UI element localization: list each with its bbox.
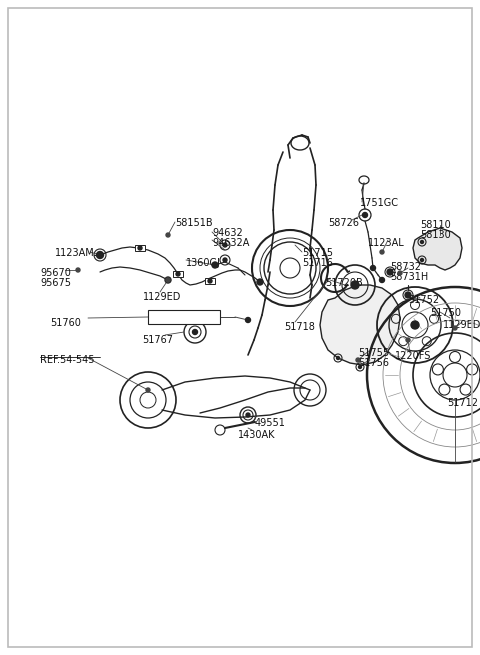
Text: 1360GJ: 1360GJ xyxy=(186,258,221,268)
Circle shape xyxy=(380,278,384,282)
Text: 1430AK: 1430AK xyxy=(238,430,276,440)
Circle shape xyxy=(146,388,150,392)
Circle shape xyxy=(245,318,251,322)
Polygon shape xyxy=(320,285,400,365)
Circle shape xyxy=(362,212,368,217)
Circle shape xyxy=(405,292,411,298)
Text: 51767: 51767 xyxy=(142,335,173,345)
Text: 51712: 51712 xyxy=(447,398,478,408)
Circle shape xyxy=(398,271,402,275)
Text: 51756: 51756 xyxy=(358,358,389,368)
Text: 1123SH: 1123SH xyxy=(152,316,190,326)
Circle shape xyxy=(420,259,423,261)
Circle shape xyxy=(356,358,360,362)
Text: 1129ED: 1129ED xyxy=(143,292,181,302)
Circle shape xyxy=(166,278,170,282)
Text: 51720B: 51720B xyxy=(325,278,363,288)
Circle shape xyxy=(166,233,170,237)
Circle shape xyxy=(223,243,227,247)
Circle shape xyxy=(371,265,375,271)
Circle shape xyxy=(246,413,250,417)
Text: 58732: 58732 xyxy=(390,262,421,272)
Circle shape xyxy=(176,272,180,276)
Circle shape xyxy=(257,279,263,285)
Polygon shape xyxy=(413,228,462,270)
Text: 1129ED: 1129ED xyxy=(443,320,480,330)
Circle shape xyxy=(411,321,419,329)
Text: 58151B: 58151B xyxy=(175,218,213,228)
Text: 51750: 51750 xyxy=(430,308,461,318)
Circle shape xyxy=(453,326,457,330)
FancyBboxPatch shape xyxy=(135,245,145,251)
Text: 58731H: 58731H xyxy=(390,272,428,282)
Text: 58110: 58110 xyxy=(420,220,451,230)
Text: 94632: 94632 xyxy=(212,228,243,238)
Circle shape xyxy=(359,365,361,369)
FancyBboxPatch shape xyxy=(148,310,220,324)
Text: 58130: 58130 xyxy=(420,230,451,240)
Text: 1123AM: 1123AM xyxy=(55,248,95,258)
Text: 49551: 49551 xyxy=(255,418,286,428)
FancyBboxPatch shape xyxy=(205,278,215,284)
Circle shape xyxy=(138,246,142,250)
Circle shape xyxy=(387,269,393,275)
Text: 94632A: 94632A xyxy=(212,238,250,248)
Text: 58726: 58726 xyxy=(328,218,359,228)
Text: 51715: 51715 xyxy=(302,248,333,258)
Circle shape xyxy=(420,240,423,244)
Circle shape xyxy=(96,252,104,259)
Circle shape xyxy=(336,356,339,360)
Circle shape xyxy=(212,262,218,268)
Circle shape xyxy=(351,281,359,289)
Text: 51716: 51716 xyxy=(302,258,333,268)
Circle shape xyxy=(208,279,212,283)
Text: 1220FS: 1220FS xyxy=(395,351,432,361)
Text: 1123AL: 1123AL xyxy=(368,238,405,248)
Circle shape xyxy=(223,258,227,262)
Text: 51755: 51755 xyxy=(358,348,389,358)
Text: 51760: 51760 xyxy=(50,318,81,328)
Text: 51718: 51718 xyxy=(284,322,315,332)
Circle shape xyxy=(192,329,197,335)
Circle shape xyxy=(406,338,410,342)
Text: 51752: 51752 xyxy=(408,295,439,305)
Text: 95670: 95670 xyxy=(40,268,71,278)
Circle shape xyxy=(76,268,80,272)
Circle shape xyxy=(165,277,171,283)
FancyBboxPatch shape xyxy=(173,271,183,277)
Text: 1751GC: 1751GC xyxy=(360,198,399,208)
Text: REF.54-545: REF.54-545 xyxy=(40,355,95,365)
Circle shape xyxy=(380,250,384,254)
Text: 95675: 95675 xyxy=(40,278,71,288)
